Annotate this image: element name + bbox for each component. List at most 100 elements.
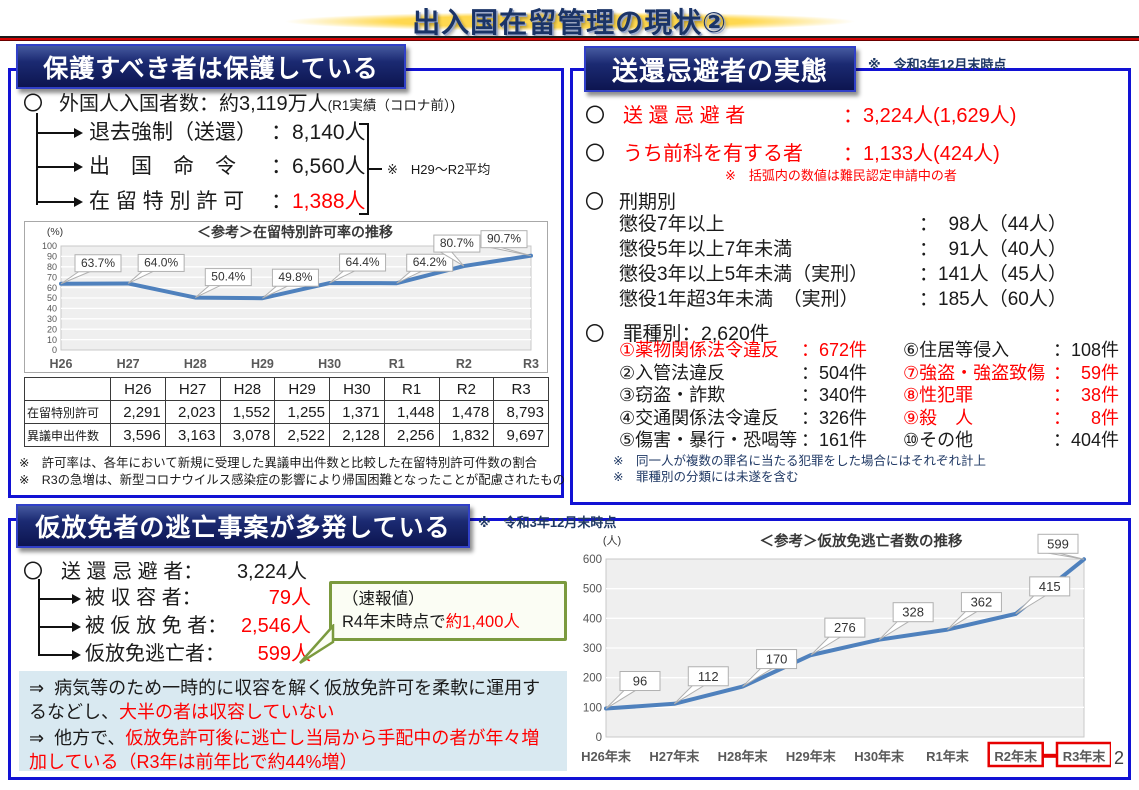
title-divider-rule xyxy=(0,36,1139,41)
circle-bullet: 〇 xyxy=(23,561,43,583)
entrants-note: (R1実績（コロナ前）) xyxy=(327,98,456,113)
svg-text:R2: R2 xyxy=(456,357,472,371)
circle-bullet: 〇 xyxy=(585,143,605,165)
svg-text:60: 60 xyxy=(47,283,57,293)
table-year-header: R2 xyxy=(438,377,495,401)
preliminary-figure-callout: （速報値） R4年末時点で約1,400人 xyxy=(299,581,567,665)
svg-text:90.7%: 90.7% xyxy=(487,232,521,246)
panel-header-escape: 仮放免者の逃亡事案が多発している xyxy=(16,504,470,548)
tree-spine xyxy=(38,579,40,655)
svg-text:600: 600 xyxy=(583,554,602,566)
table-value-cell: 3,163 xyxy=(164,423,221,447)
svg-text:H30年末: H30年末 xyxy=(854,749,905,764)
table-year-header: H28 xyxy=(219,377,276,401)
table-row-header: 異議申出件数 xyxy=(24,423,111,447)
svg-text:599: 599 xyxy=(1047,536,1069,551)
arrow-right-icon xyxy=(72,594,81,604)
arrow-right-icon xyxy=(72,650,81,660)
crime-value: ：504件 xyxy=(801,362,868,383)
table-value-cell: 1,448 xyxy=(383,400,440,424)
svg-text:H28: H28 xyxy=(184,357,207,371)
escape-total-row: 〇送 還 忌 避 者： 3,224人 xyxy=(23,555,307,584)
table-value-cell: 2,128 xyxy=(329,423,385,447)
svg-text:30: 30 xyxy=(47,314,57,324)
crime-value: ：108件 xyxy=(1053,340,1120,360)
table-value-cell: 1,478 xyxy=(438,400,495,424)
svg-text:64.4%: 64.4% xyxy=(346,255,380,269)
table-value-cell: 1,552 xyxy=(219,400,276,424)
svg-text:328: 328 xyxy=(902,605,924,620)
title-band: 出入国在留管理の現状② xyxy=(0,0,1139,38)
svg-text:40: 40 xyxy=(47,304,57,314)
tree-spine xyxy=(36,113,38,205)
table-year-header: R1 xyxy=(383,377,440,401)
arrow-right-icon xyxy=(74,128,83,138)
svg-text:20: 20 xyxy=(47,324,57,334)
svg-text:50.4%: 50.4% xyxy=(211,270,245,284)
escape-released-row: 被 仮 放 免 者： 2,546人 xyxy=(85,615,311,637)
crime-list-right-column: ⑥住居等侵入 ：108件 ⑦強盗・強盗致傷 ： 59件 ⑧性犯罪 ： 38件 ⑨殺 人 ： 8… xyxy=(903,339,1128,452)
conclusion-point-1: ⇒ 病気等のため一時的に収容を解く仮放免許可を柔軟に運用するなどし、大半の者は収容… xyxy=(29,678,541,722)
tree-connector xyxy=(36,132,76,134)
svg-text:49.8%: 49.8% xyxy=(278,270,312,284)
table-value-cell: 2,522 xyxy=(274,423,330,447)
table-corner-cell xyxy=(24,377,111,401)
crime-label: ④交通関係法令違反 xyxy=(619,407,780,428)
table-value-cell: 3,596 xyxy=(110,423,166,447)
crime-label: ⑥住居等侵入 xyxy=(903,340,1010,360)
table-value-cell: 3,078 xyxy=(219,423,276,447)
crime-list-left-column: ①薬物関係法令違反 ：672件 ②入管法違反 ：504件 ③窃盗・詐欺 ：340件 ④交通関… xyxy=(619,339,903,452)
tree-connector xyxy=(38,626,74,628)
panel-evaders: 〇送 還 忌 避 者：3,224人(1,629人) 〇うち前科を有する者 ：1,1… xyxy=(570,68,1131,505)
table-value-cell: 9,697 xyxy=(493,423,549,447)
svg-text:R1年末: R1年末 xyxy=(926,749,970,764)
svg-text:80: 80 xyxy=(47,262,57,272)
crime-label: ⑩その他 xyxy=(903,430,974,450)
table-year-header: H26 xyxy=(110,377,166,401)
double-arrow-icon: ⇒ xyxy=(29,678,45,698)
svg-text:276: 276 xyxy=(834,620,856,635)
table-year-header: R3 xyxy=(493,377,549,401)
crime-value: ：404件 xyxy=(1053,430,1120,450)
sentence-section-header: 〇刑期別 xyxy=(585,187,676,214)
crime-value: ：340件 xyxy=(801,385,868,405)
svg-text:112: 112 xyxy=(698,669,719,684)
crime-value: ： 38件 xyxy=(1053,385,1120,405)
asof-note-evaders: ※ 令和3年12月末時点 xyxy=(868,57,1007,72)
table-value-cell: 1,832 xyxy=(438,423,495,447)
crime-value: ：672件 xyxy=(801,340,868,360)
svg-text:100: 100 xyxy=(583,702,602,714)
table-value-cell: 2,291 xyxy=(110,400,166,424)
circle-bullet: 〇 xyxy=(585,323,605,345)
entrants-line: 〇外国人入国者数：約3,119万人(R1実績（コロナ前）) xyxy=(23,87,455,116)
conclusion-box: ⇒ 病気等のため一時的に収容を解く仮放免許可を柔軟に運用するなどし、大半の者は収容… xyxy=(19,671,567,772)
svg-text:50: 50 xyxy=(47,293,57,303)
svg-text:R2年末: R2年末 xyxy=(994,749,1038,764)
title-halo-decoration xyxy=(285,12,855,31)
callout-line2: R4年末時点で約1,400人 xyxy=(342,613,520,631)
table-row: 在留特別許可 2,291 2,023 1,552 1,255 1,371 1,448 1,47… xyxy=(24,400,549,424)
svg-text:＜参考＞在留特別許可率の推移: ＜参考＞在留特別許可率の推移 xyxy=(197,224,393,240)
svg-text:R3年末: R3年末 xyxy=(1063,749,1107,764)
crime-row: ③窃盗・詐欺 ：340件 xyxy=(619,384,903,407)
asof-note-escape: ※ 令和3年12月末時点 xyxy=(478,515,617,530)
svg-text:96: 96 xyxy=(633,674,647,689)
crime-label: ②入管法違反 xyxy=(619,362,726,383)
callout-pointer xyxy=(299,624,335,665)
tree-connector xyxy=(38,598,74,600)
tree-row-special-permission: 在 留 特 別 許 可：1,388人 xyxy=(89,190,366,213)
crime-value: ： 8件 xyxy=(1053,407,1120,428)
svg-text:0: 0 xyxy=(596,732,602,744)
svg-text:R3: R3 xyxy=(523,357,539,371)
svg-text:0: 0 xyxy=(52,345,57,355)
svg-text:H27: H27 xyxy=(117,357,140,371)
svg-text:H29: H29 xyxy=(251,357,274,371)
circle-bullet: 〇 xyxy=(585,105,605,127)
page-title: 出入国在留管理の現状② xyxy=(412,7,727,38)
svg-text:＜参考＞仮放免逃亡者数の推移: ＜参考＞仮放免逃亡者数の推移 xyxy=(760,532,963,550)
crime-row: ⑦強盗・強盗致傷 ： 59件 xyxy=(903,362,1128,385)
panel-header-protect: 保護すべき者は保護している xyxy=(16,44,406,89)
crime-label: ③窃盗・詐欺 xyxy=(619,385,726,405)
svg-text:170: 170 xyxy=(766,652,788,667)
